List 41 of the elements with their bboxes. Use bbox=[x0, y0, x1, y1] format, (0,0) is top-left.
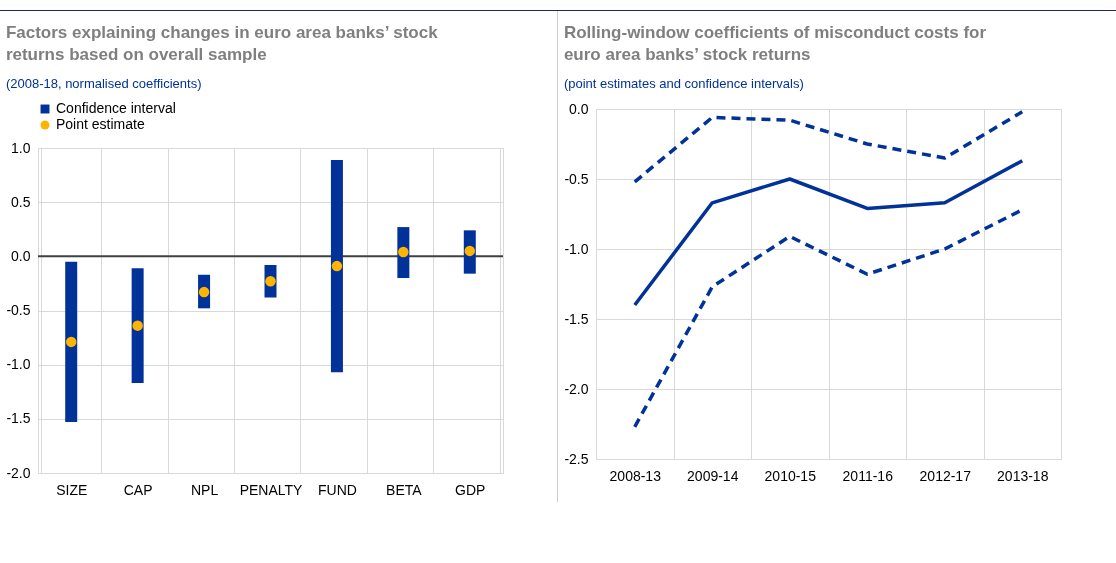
chart-subtitle: (point estimates and confidence intervals) bbox=[563, 76, 804, 91]
point bbox=[398, 246, 409, 258]
x-tick-label: SIZE bbox=[56, 481, 88, 498]
point bbox=[331, 260, 343, 272]
chart-subtitle: (2008-18, normalised coefficients) bbox=[5, 76, 202, 91]
x-tick-label: 2009-14 bbox=[687, 467, 739, 484]
y-tick-label: -1.0 bbox=[6, 356, 31, 373]
y-tick-label: 1.0 bbox=[11, 139, 31, 156]
y-tick-label: -0.5 bbox=[6, 302, 31, 318]
x-tick-label: 2008-13 bbox=[609, 467, 662, 484]
x-tick-label: GDP bbox=[455, 481, 486, 498]
legend-label: Point estimate bbox=[56, 116, 145, 132]
y-tick-label: -0.5 bbox=[564, 170, 589, 187]
y-tick-label: 0.0 bbox=[569, 100, 589, 117]
point bbox=[65, 336, 77, 348]
chart-title: Rolling-window coefficients of misconduct costs for euro area banks’ stock returns bbox=[563, 23, 987, 64]
x-tick-label: 2012-17 bbox=[919, 467, 972, 484]
x-tick-label: NPL bbox=[190, 481, 219, 498]
y-tick-label: -2.0 bbox=[6, 464, 31, 481]
point bbox=[132, 320, 143, 331]
x-tick-label: 2011-16 bbox=[842, 467, 894, 484]
y-tick-label: -2.5 bbox=[564, 450, 589, 467]
line-series bbox=[633, 159, 1024, 307]
x-tick-label: CAP bbox=[123, 481, 153, 498]
bar bbox=[65, 261, 78, 423]
bar bbox=[330, 159, 343, 373]
y-tick-label: -1.5 bbox=[564, 310, 589, 327]
y-tick-label: -1.0 bbox=[564, 240, 589, 257]
x-tick-label: PENALTY bbox=[239, 481, 304, 498]
x-tick-label: 2010-15 bbox=[764, 467, 817, 484]
line-series bbox=[633, 110, 1024, 184]
y-tick-label: 0.5 bbox=[11, 193, 31, 210]
x-tick-label: BETA bbox=[386, 481, 423, 498]
y-tick-label: 0.0 bbox=[11, 247, 31, 264]
legend-label: Confidence interval bbox=[56, 100, 176, 116]
y-tick-label: -1.5 bbox=[6, 410, 31, 427]
x-tick-label: 2013-18 bbox=[997, 467, 1049, 484]
y-tick-label: -2.0 bbox=[564, 380, 589, 397]
x-tick-label: FUND bbox=[317, 481, 357, 498]
bar bbox=[131, 268, 144, 384]
chart-title: Factors explaining changes in euro area banks’ stock returns based on overall sample bbox=[5, 23, 439, 64]
